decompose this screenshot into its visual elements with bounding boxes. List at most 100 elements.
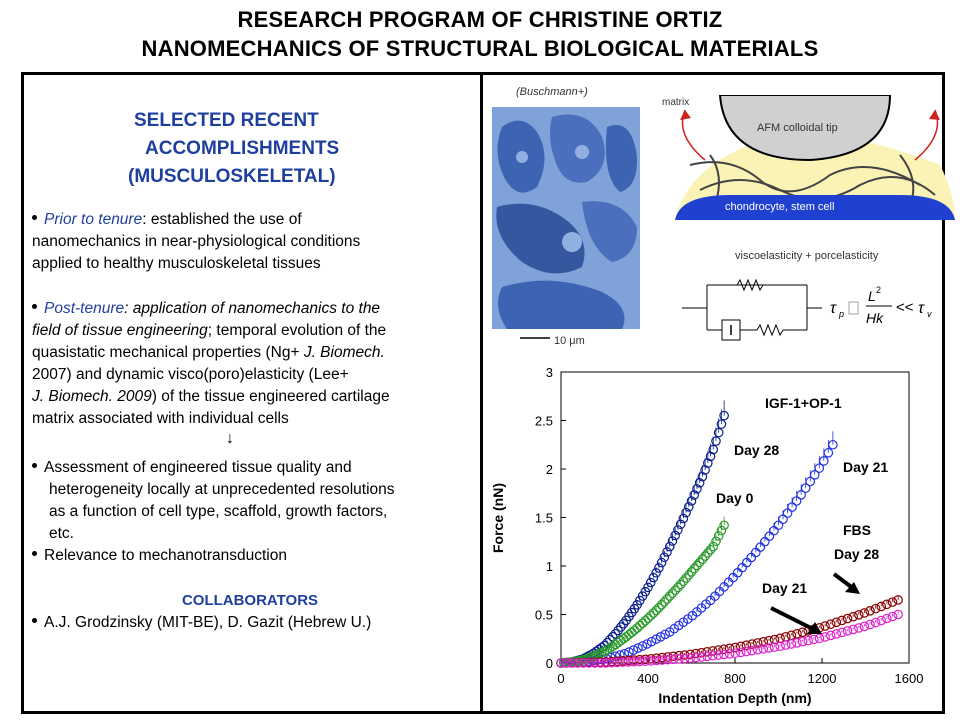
- data-point: [792, 637, 802, 648]
- data-point: [645, 610, 656, 621]
- data-point: [616, 622, 626, 632]
- post-label: Post-tenure: [44, 300, 125, 317]
- assess-l1: Assessment of engineered tissue quality …: [44, 459, 352, 476]
- data-point: [707, 650, 718, 661]
- data-point: [703, 548, 713, 558]
- data-point: [623, 657, 634, 667]
- data-point: [689, 563, 700, 574]
- data-point: [719, 410, 729, 421]
- data-point: [678, 576, 689, 587]
- prior-line-3: applied to healthy musculoskeletal tissu…: [32, 255, 321, 272]
- data-point: [651, 567, 661, 578]
- data-point: [819, 456, 829, 466]
- x-axis-ticks: 0 400 800 1200 1600: [557, 658, 923, 686]
- data-point: [696, 652, 707, 662]
- data-point: [882, 613, 892, 624]
- data-point: [711, 436, 721, 446]
- bullet-icon: [32, 551, 37, 557]
- data-point: [809, 634, 819, 645]
- data-point: [613, 625, 623, 636]
- data-point: [713, 650, 724, 660]
- plot-area: [560, 371, 910, 664]
- data-point: [775, 641, 785, 651]
- data-point: [870, 603, 881, 614]
- heading-line-3: (MUSCULOSKELETAL): [128, 166, 336, 187]
- data-point: [805, 476, 816, 487]
- data-point: [741, 640, 752, 650]
- x-tick-label: 1600: [895, 671, 924, 686]
- data-point: [584, 658, 594, 668]
- x-tick-label: 1200: [808, 671, 837, 686]
- data-point: [686, 496, 697, 506]
- data-point: [618, 618, 629, 629]
- assess-line-4: etc.: [49, 525, 74, 542]
- post-l3: quasistatic mechanical properties (Ng+: [32, 344, 304, 361]
- scale-label: 10 μm: [554, 335, 585, 347]
- data-point: [859, 621, 870, 632]
- heading-line-2: ACCOMPLISHMENTS: [145, 138, 340, 159]
- arrow-icon: [770, 606, 816, 632]
- data-point: [637, 641, 648, 651]
- chart-series: [556, 400, 903, 668]
- data-point: [681, 507, 691, 518]
- data-point: [780, 640, 791, 650]
- data-point: [831, 629, 842, 639]
- data-point: [678, 513, 689, 524]
- data-point: [791, 496, 802, 506]
- circuit-diagram: τ p L 2 Hk << τ v: [682, 278, 932, 341]
- data-point: [643, 613, 653, 624]
- data-point: [692, 560, 702, 571]
- data-point: [667, 536, 678, 546]
- y-axis-label: Force (nN): [490, 483, 506, 553]
- data-point: [703, 458, 713, 468]
- svg-text:<<: <<: [896, 299, 914, 316]
- data-point: [606, 657, 617, 668]
- post-line-2: field of tissue engineering; temporal ev…: [32, 322, 386, 340]
- data-point: [870, 617, 881, 628]
- data-point: [716, 525, 727, 536]
- data-point: [711, 536, 721, 547]
- data-point: [675, 579, 686, 590]
- data-point: [769, 634, 780, 645]
- heading-line-1: SELECTED RECENT: [134, 110, 319, 131]
- data-point: [675, 519, 686, 530]
- data-point: [859, 608, 870, 618]
- data-point: [865, 619, 875, 630]
- data-point: [646, 636, 657, 647]
- data-point: [656, 600, 667, 610]
- data-point: [654, 563, 664, 573]
- relevance-text: Relevance to mechanotransduction: [44, 547, 287, 564]
- data-point: [686, 567, 697, 577]
- data-point: [724, 649, 735, 659]
- prior-rest: : established the use of: [142, 211, 302, 228]
- relevance-line: Relevance to mechanotransduction: [32, 547, 287, 565]
- data-point: [670, 585, 680, 596]
- svg-text:2: 2: [876, 285, 881, 295]
- post-line-4: 2007) and dynamic visco(poro)elasticity …: [32, 366, 349, 383]
- data-point: [778, 514, 788, 524]
- data-point: [752, 638, 763, 648]
- data-point: [573, 658, 583, 668]
- x-axis-label: Indentation Depth (nm): [658, 690, 811, 706]
- micrograph-image: [492, 107, 640, 329]
- arrow-head-icon: [807, 622, 822, 634]
- data-point: [736, 647, 746, 658]
- column-divider: [480, 72, 483, 714]
- svg-text:v: v: [927, 309, 932, 319]
- data-point: [741, 646, 752, 657]
- annotation-day28-bottom: Day 28: [834, 546, 879, 562]
- data-point: [685, 653, 696, 664]
- data-point: [708, 541, 719, 552]
- svg-text:τ: τ: [918, 300, 925, 317]
- data-point: [692, 484, 702, 494]
- content-frame: [21, 72, 945, 714]
- data-point: [814, 633, 825, 644]
- arrow-head-icon: [845, 582, 860, 594]
- scale-bar: [520, 337, 550, 339]
- data-point: [848, 611, 858, 622]
- data-point: [842, 626, 853, 636]
- svg-text:L: L: [868, 288, 876, 304]
- data-point: [673, 582, 683, 593]
- visco-label: viscoelasticity + porcelasticity: [735, 250, 879, 262]
- post-journal-2: J. Biomech. 2009: [32, 388, 152, 405]
